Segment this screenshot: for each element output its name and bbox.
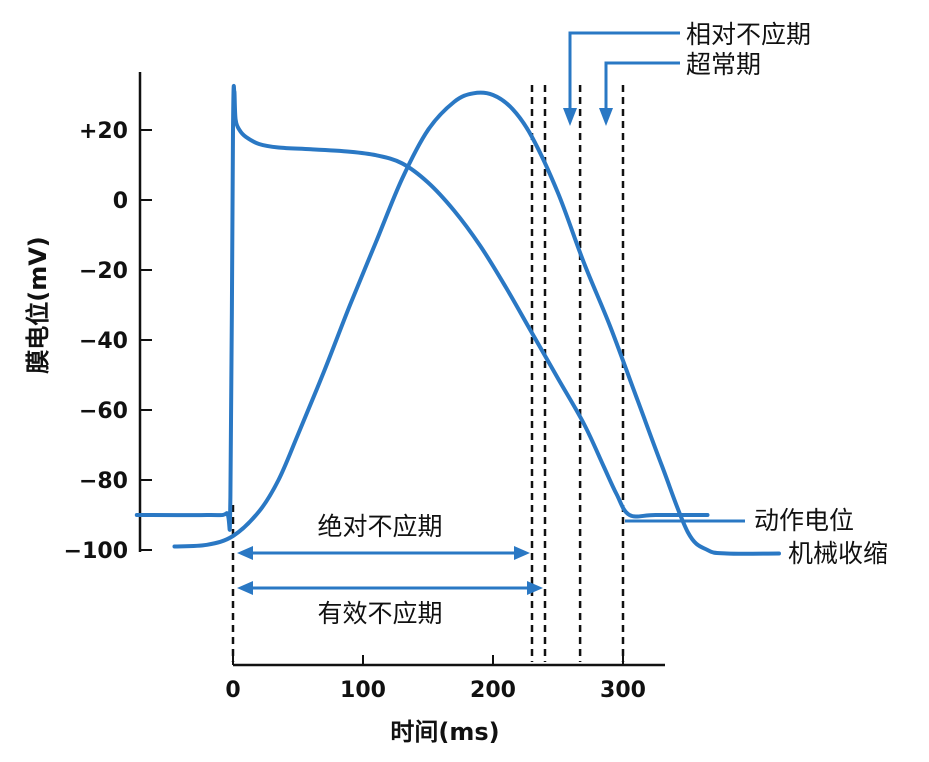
interval-arrow-head-right xyxy=(514,546,530,560)
interval-arrow-group xyxy=(237,546,543,595)
x-tick-group: 0 100 200 300 xyxy=(225,655,646,703)
interval-arrow-head-left xyxy=(237,581,253,595)
x-tick-label: 300 xyxy=(600,678,646,703)
x-tick-label: 100 xyxy=(340,678,386,703)
series-label-action-potential: 动作电位 xyxy=(754,506,854,535)
interval-arrow-head-left xyxy=(237,546,253,560)
supernormal-arrow-head xyxy=(599,108,613,126)
action-potential-curve xyxy=(134,83,710,532)
x-axis-title: 时间(ms) xyxy=(390,718,499,746)
y-axis-title: 膜电位(mV) xyxy=(24,236,52,375)
series-label-mechanical-contraction: 机械收缩 xyxy=(788,539,888,568)
x-tick-label: 200 xyxy=(470,678,516,703)
interval-label-absolute-refractory: 绝对不应期 xyxy=(317,512,442,541)
x-tick-label: 0 xyxy=(225,678,240,703)
interval-label-effective-refractory: 有效不应期 xyxy=(317,599,442,628)
supernormal-arrow xyxy=(604,61,680,112)
marker-line-group xyxy=(231,85,625,662)
y-tick-label: −40 xyxy=(79,329,128,354)
mechanical-contraction-curve xyxy=(172,90,781,556)
y-tick-label: −20 xyxy=(79,259,128,284)
interval-arrow-head-right xyxy=(527,581,543,595)
relative-refractory-arrow xyxy=(568,31,680,112)
annotation-relative-refractory: 相对不应期 xyxy=(686,20,811,49)
y-tick-label: +20 xyxy=(79,119,128,144)
y-tick-label: 0 xyxy=(113,189,128,214)
annotation-supernormal: 超常期 xyxy=(686,50,761,79)
y-tick-label: −60 xyxy=(79,399,128,424)
y-tick-label: −100 xyxy=(64,539,128,564)
relative-refractory-arrow-head xyxy=(563,108,577,126)
y-tick-label: −80 xyxy=(79,469,128,494)
y-tick-group: +20 0 −20 −40 −60 −80 −100 xyxy=(64,119,152,564)
